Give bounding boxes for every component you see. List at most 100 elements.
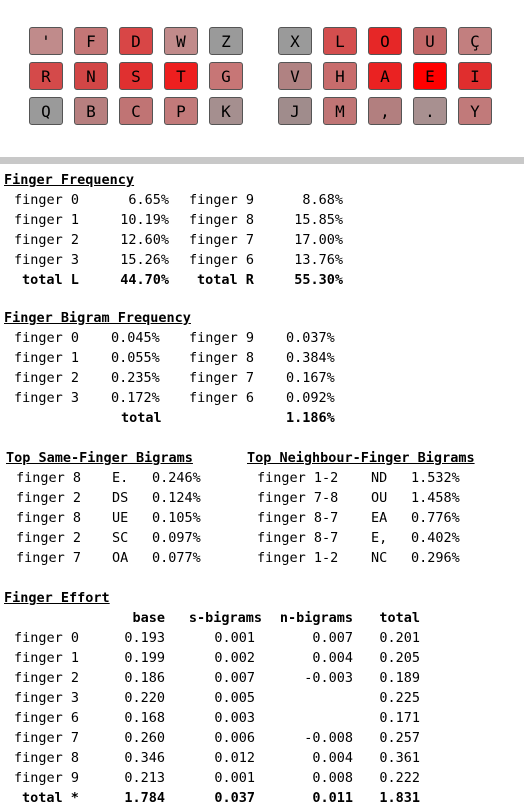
finger-label: finger 9 <box>189 330 255 346</box>
effort-row-t: 0.222 <box>379 770 420 786</box>
effort-row-t: 0.171 <box>379 710 420 726</box>
key-left-r2c1: B <box>74 97 108 125</box>
effort-row-finger: finger 8 <box>14 750 80 766</box>
effort-row-finger: finger 0 <box>14 630 80 646</box>
neighbour-finger-finger: finger 1-2 <box>257 550 339 566</box>
key-left-r2c0: Q <box>29 97 63 125</box>
bigram-value: 0.235% <box>111 370 160 386</box>
effort-header: base <box>132 610 165 626</box>
neighbour-finger-value: 0.776% <box>411 510 460 526</box>
section-divider <box>0 157 524 164</box>
effort-row-t: 0.189 <box>379 670 420 686</box>
neighbour-finger-finger: finger 7-8 <box>257 490 339 506</box>
effort-row-finger: finger 7 <box>14 730 80 746</box>
effort-row-t: 0.257 <box>379 730 420 746</box>
effort-row-n: 0.004 <box>312 750 353 766</box>
effort-total-s: 0.037 <box>214 790 255 806</box>
key-right-r1c4: I <box>458 62 492 90</box>
finger-label: finger 6 <box>189 390 255 406</box>
finger-value: 8.68% <box>302 192 343 208</box>
key-right-r0c2: O <box>368 27 402 55</box>
bigram-frequency-title: Finger Bigram Frequency <box>4 310 191 326</box>
effort-row-base: 0.168 <box>124 710 165 726</box>
key-right-r1c1: H <box>323 62 357 90</box>
finger-value: 13.76% <box>294 252 343 268</box>
key-right-r0c1: L <box>323 27 357 55</box>
effort-row-s: 0.001 <box>214 630 255 646</box>
neighbour-finger-bigram: ND <box>371 470 388 486</box>
bigram-total-label: total <box>121 410 162 426</box>
effort-row-s: 0.002 <box>214 650 255 666</box>
finger-label: finger 2 <box>14 232 80 248</box>
effort-row-finger: finger 3 <box>14 690 80 706</box>
finger-value: 17.00% <box>294 232 343 248</box>
effort-header: s-bigrams <box>188 610 262 626</box>
same-finger-value: 0.105% <box>152 510 201 526</box>
key-left-r0c2: D <box>119 27 153 55</box>
finger-label: finger 7 <box>189 232 255 248</box>
finger-label: finger 6 <box>189 252 255 268</box>
effort-header: n-bigrams <box>279 610 353 626</box>
bigram-value: 0.045% <box>111 330 160 346</box>
finger-value: 12.60% <box>120 232 169 248</box>
effort-row-base: 0.346 <box>124 750 165 766</box>
same-finger-value: 0.077% <box>152 550 201 566</box>
effort-row-s: 0.007 <box>214 670 255 686</box>
key-right-r2c4: Y <box>458 97 492 125</box>
same-finger-bigram: DS <box>112 490 129 506</box>
neighbour-finger-value: 1.458% <box>411 490 460 506</box>
finger-label: finger 1 <box>14 350 80 366</box>
effort-row-t: 0.205 <box>379 650 420 666</box>
effort-row-base: 0.193 <box>124 630 165 646</box>
finger-label: finger 9 <box>189 192 255 208</box>
effort-row-s: 0.003 <box>214 710 255 726</box>
neighbour-finger-title: Top Neighbour-Finger Bigrams <box>247 450 475 466</box>
key-left-r2c4: K <box>209 97 243 125</box>
finger-label: finger 2 <box>14 370 80 386</box>
same-finger-bigram: OA <box>112 550 129 566</box>
effort-row-t: 0.225 <box>379 690 420 706</box>
key-left-r0c0: ' <box>29 27 63 55</box>
neighbour-finger-bigram: EA <box>371 510 388 526</box>
neighbour-finger-value: 1.532% <box>411 470 460 486</box>
effort-row-n: -0.003 <box>304 670 353 686</box>
bigram-value: 0.384% <box>286 350 335 366</box>
effort-row-base: 0.260 <box>124 730 165 746</box>
finger-value: 15.26% <box>120 252 169 268</box>
neighbour-finger-bigram: OU <box>371 490 388 506</box>
key-left-r1c4: G <box>209 62 243 90</box>
effort-row-finger: finger 1 <box>14 650 80 666</box>
effort-row-s: 0.006 <box>214 730 255 746</box>
effort-row-t: 0.361 <box>379 750 420 766</box>
effort-row-finger: finger 2 <box>14 670 80 686</box>
neighbour-finger-finger: finger 1-2 <box>257 470 339 486</box>
same-finger-finger: finger 8 <box>16 470 82 486</box>
neighbour-finger-value: 0.296% <box>411 550 460 566</box>
effort-row-s: 0.012 <box>214 750 255 766</box>
key-left-r1c0: R <box>29 62 63 90</box>
bigram-total-value: 1.186% <box>286 410 335 426</box>
effort-row-finger: finger 6 <box>14 710 80 726</box>
finger-effort-title: Finger Effort <box>4 590 110 606</box>
effort-total-finger: total * <box>22 790 79 806</box>
key-left-r1c1: N <box>74 62 108 90</box>
bigram-value: 0.092% <box>286 390 335 406</box>
key-left-r1c3: T <box>164 62 198 90</box>
same-finger-title: Top Same-Finger Bigrams <box>6 450 193 466</box>
key-left-r0c1: F <box>74 27 108 55</box>
bigram-value: 0.172% <box>111 390 160 406</box>
effort-row-n: -0.008 <box>304 730 353 746</box>
effort-total-n: 0.011 <box>312 790 353 806</box>
effort-header: total <box>379 610 420 626</box>
neighbour-finger-finger: finger 8-7 <box>257 510 339 526</box>
effort-row-n: 0.008 <box>312 770 353 786</box>
finger-value: 6.65% <box>128 192 169 208</box>
finger-label: finger 7 <box>189 370 255 386</box>
total-right-value: 55.30% <box>294 272 343 288</box>
key-right-r2c0: J <box>278 97 312 125</box>
bigram-value: 0.037% <box>286 330 335 346</box>
key-right-r1c3: E <box>413 62 447 90</box>
same-finger-value: 0.097% <box>152 530 201 546</box>
key-left-r0c4: Z <box>209 27 243 55</box>
effort-row-n: 0.004 <box>312 650 353 666</box>
